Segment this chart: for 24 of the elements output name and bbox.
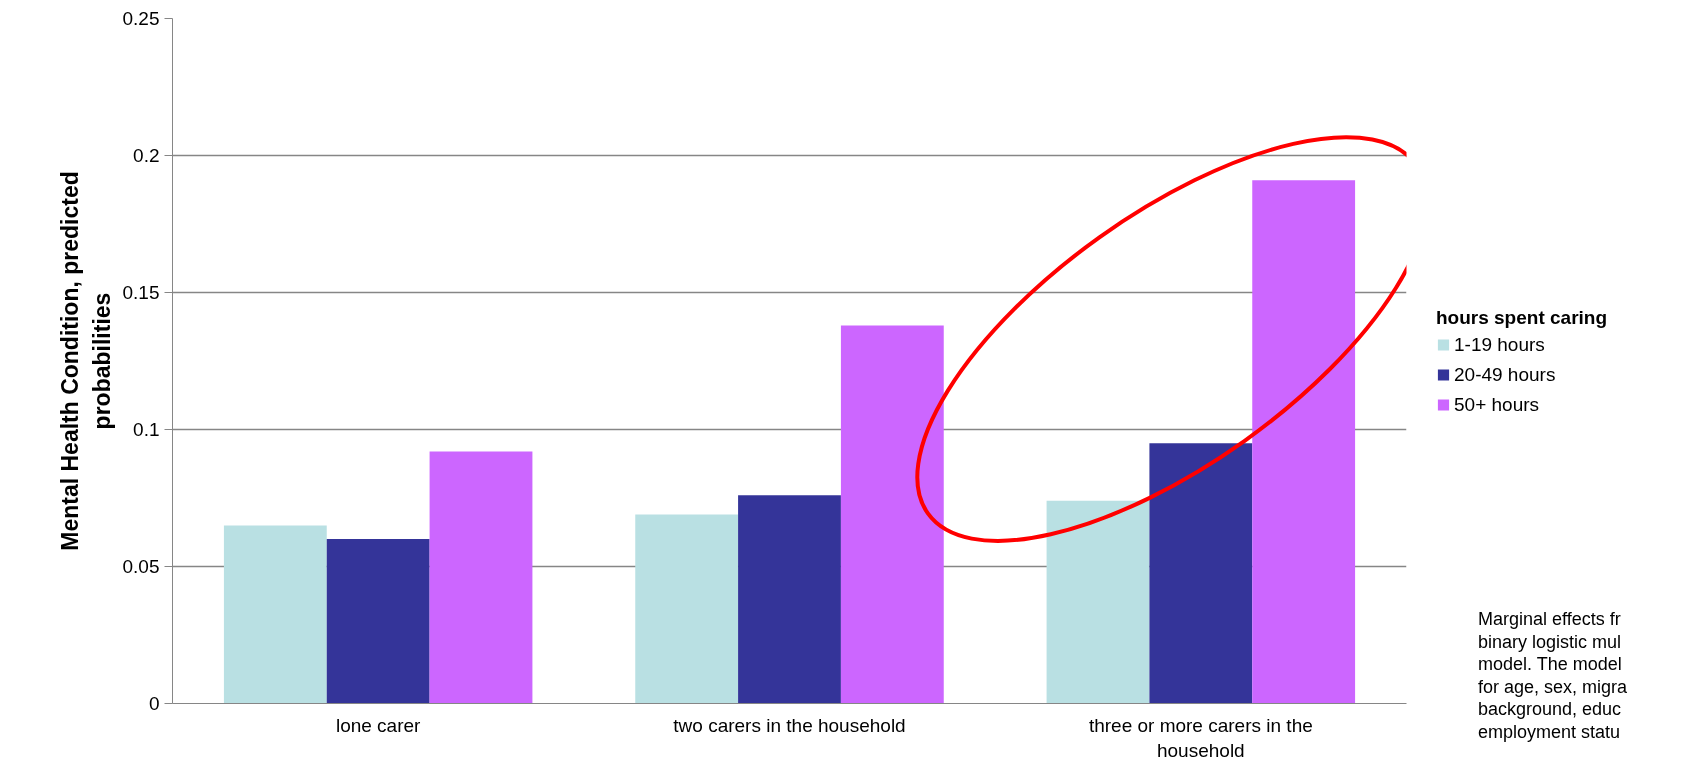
bar (429, 451, 533, 704)
bar (326, 539, 430, 704)
bar (635, 514, 739, 704)
y-tick-label: 0.2 (133, 145, 160, 166)
bar (1149, 443, 1253, 704)
bar (1252, 180, 1356, 704)
y-tick-label: 0.05 (122, 556, 160, 577)
y-tick-label: 0.25 (122, 8, 160, 29)
legend-label: 1-19 hours (1454, 333, 1545, 355)
bar (738, 495, 841, 704)
x-tick-label: three or more carers in the household (1088, 714, 1313, 761)
bar (223, 525, 327, 704)
bar (840, 325, 944, 704)
text: Marginal effects fr binary logistic mul model. The model for age, sex, migra background, educ employment statu (1478, 608, 1628, 743)
x-tick-label: two carers in the household (673, 714, 906, 736)
y-tick-label: 0 (148, 693, 160, 714)
bar (1046, 500, 1150, 704)
legend-label: 20-49 hours (1454, 363, 1556, 385)
legend-title: hours spent caring (1436, 306, 1608, 328)
legend-label: 50+ hours (1454, 393, 1540, 415)
y-axis-title: Mental Health Condition, predicted probabilities (57, 171, 115, 551)
x-tick-label: lone carer (335, 714, 422, 736)
y-tick-label: 0.15 (122, 282, 160, 303)
y-tick-label: 0.1 (133, 419, 160, 440)
